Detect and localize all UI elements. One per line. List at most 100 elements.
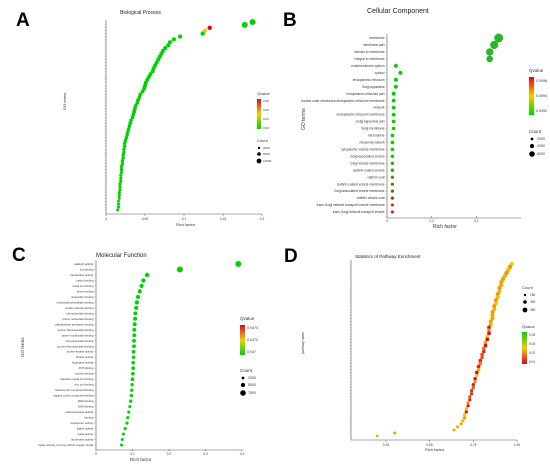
chart-d-point [487,325,491,330]
chart-b-category-label: intrinsic to membrane [354,50,385,54]
chart-c-category-label: small molecule binding [65,306,94,310]
chart-d-point [487,328,491,333]
chart-c-size-key [240,390,246,396]
chart-a-colorbar-tick: 0.02 [263,126,269,130]
chart-a-point [129,118,133,123]
chart-c-category-label: cation binding [76,278,94,282]
chart-b-point [390,140,395,145]
chart-d-point [480,352,484,357]
chart-a-point [122,150,126,154]
chart-a-point [133,104,138,108]
chart-b-colorbar-tick: 0.0094 [536,94,547,98]
chart-c-category-label: purine ribonucleoside binding [57,344,94,348]
chart-a-point [166,43,171,48]
chart-d-legend: Count 150 300 450 Qvalue 0.04 0.03 0.02 … [522,285,536,364]
chart-d-svg: D Statistics of Pathway Enrichment 0.25 0… [284,246,536,452]
chart-a-point [119,176,123,180]
chart-b-point [490,40,499,50]
chart-a-point [116,208,120,212]
chart-a-legend: Qvalue 0.08 0.06 0.04 0.02 Count 2000 50… [256,91,272,164]
chart-b-category-label: clathrin-coated vesicle [353,168,385,172]
chart-c-title: Molecular Function [96,253,147,259]
chart-c-category-label: anion binding [77,289,94,293]
chart-d-point [468,395,472,399]
chart-d-size-key [523,293,527,297]
chart-d-point [490,316,495,321]
chart-b-point [393,77,398,82]
panel-cellular-component: B Cellular Component membrane membrane pa… [275,0,550,232]
chart-b-point [391,126,396,131]
chart-d-legend-qvalue-title: Qvalue [522,324,535,329]
chart-d-point [471,386,475,390]
chart-b-xlabel: Rich factor [433,224,457,230]
chart-a-size-tick: 10000 [263,159,272,163]
chart-b-category-label: microtubule [368,134,385,138]
chart-d-points [375,261,514,438]
chart-d-xtick-label: 0.25 [383,443,389,447]
chart-a-point [132,109,137,114]
chart-c-point [131,366,135,370]
chart-a-point [202,28,208,33]
chart-c-point [141,278,146,283]
chart-b-xtick-label: 0.1 [429,219,434,223]
chart-d-xticks: 0.25 0.50 0.75 1.00 [383,440,520,447]
chart-b-point [494,33,504,43]
chart-c-point [134,305,139,310]
panel-molecular-function: C Molecular Function catalytic activity i… [0,232,275,465]
chart-c-point [132,322,137,327]
chart-c-colorbar [240,325,245,355]
chart-b-points [390,33,504,214]
chart-d-point [495,292,500,297]
chart-b-category-label: network [373,106,385,110]
chart-c-size-key [240,382,246,388]
chart-c-category-label: lyase activity [78,432,94,436]
chart-a-point [121,156,125,160]
chart-d-point [492,304,497,309]
chart-b-point [390,182,394,186]
chart-a-point [123,138,128,143]
chart-d-point [466,404,470,408]
chart-a-point [117,199,120,203]
chart-c-xtick-label: 0.4 [240,452,245,456]
chart-a-point [118,185,122,189]
chart-c-colorbar-tick: 0.0474 [247,326,258,330]
chart-c-category-label: kinase activity [76,355,94,359]
chart-a-point [127,124,132,128]
chart-c-legend: Qvalue 0.0474 0.0472 0.047 Count 2000 50… [240,316,258,396]
chart-d-point [475,373,479,378]
chart-c-point [120,438,124,441]
chart-c-point [139,283,144,288]
chart-b-svg: B Cellular Component membrane membrane pa… [283,8,547,230]
chart-d-point [481,346,486,351]
chart-a-size-key [257,152,261,156]
chart-c-point [120,443,123,447]
chart-a-title: Biological Process [120,10,161,16]
chart-d-xtick-label: 0.50 [426,443,432,447]
chart-d-point [497,286,502,291]
chart-b-size-key [529,151,535,157]
chart-a-point [133,106,137,111]
chart-a-point [119,164,124,169]
chart-a-point [117,202,120,206]
chart-b-category-label: cytoplasmic vesicle membrane [341,148,385,152]
chart-c-category-label: carbohydrate derivative binding [55,322,94,326]
chart-c-category-label: metal ion binding [72,284,94,288]
chart-a-size-key [256,158,262,164]
chart-d-point [463,416,467,420]
chart-d-point [488,322,493,327]
chart-c-point [133,316,138,321]
chart-b-category-label: clathrin vesicle coat [357,196,385,200]
chart-a-point [128,121,132,125]
chart-d-point [473,380,477,384]
chart-d-point [490,313,495,318]
chart-a-point [249,19,256,25]
chart-b-category-label: endomembrane system [351,64,385,68]
chart-c-category-label: nucleoside phosphate binding [56,300,93,304]
chart-a-points [116,19,256,212]
chart-a-xtick-label: 0.2 [260,217,265,221]
chart-c-category-label: ligase activity [77,427,94,431]
chart-b-point [391,98,396,103]
chart-c-point [130,388,134,392]
chart-c-point [176,266,183,273]
chart-a-xtick-label: 0.15 [220,217,226,221]
